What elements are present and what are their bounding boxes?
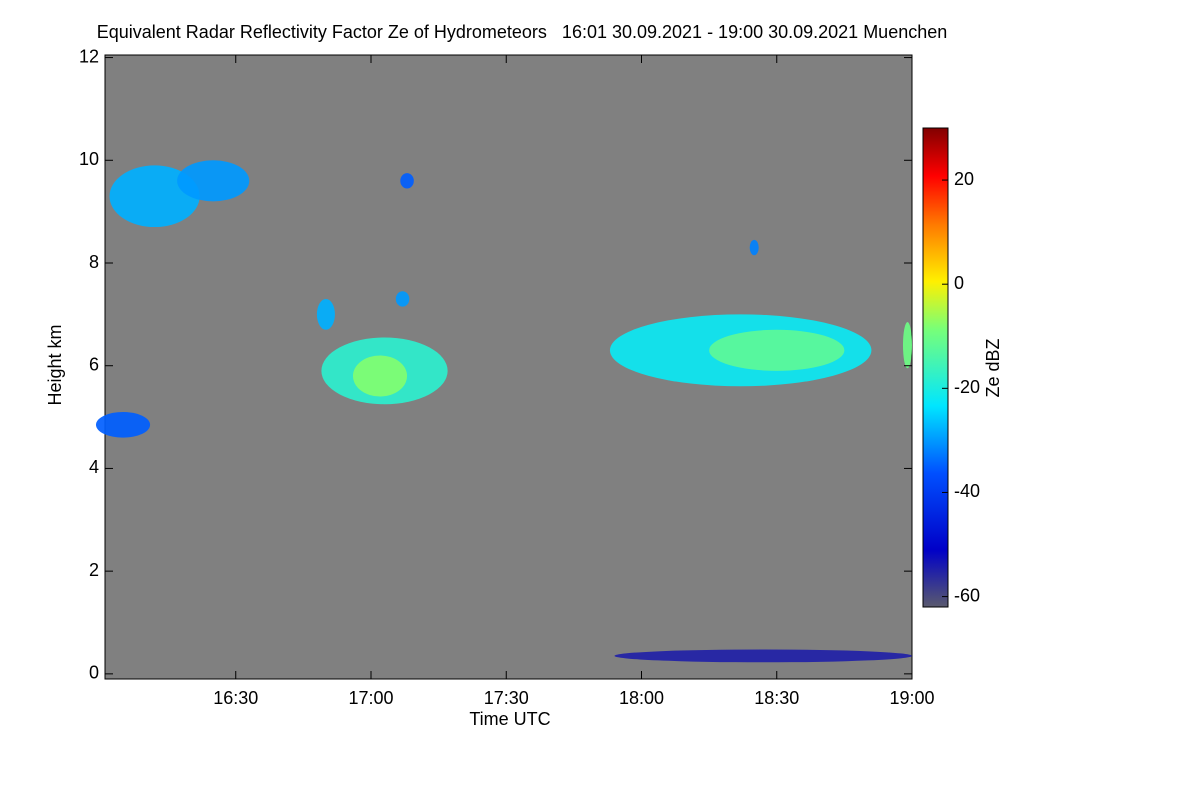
colorbar-tick-label: -20	[954, 377, 980, 397]
y-axis-label: Height km	[45, 324, 65, 405]
y-tick-label: 6	[89, 354, 99, 374]
colorbar-label: Ze dBZ	[983, 338, 1003, 397]
y-tick-label: 2	[89, 560, 99, 580]
echo-cell	[177, 160, 250, 202]
x-axis-label: Time UTC	[469, 709, 550, 729]
chart-title: Equivalent Radar Reflectivity Factor Ze …	[97, 22, 948, 42]
x-tick-label: 19:00	[889, 688, 934, 708]
colorbar-tick-label: -40	[954, 481, 980, 501]
echo-cell	[614, 649, 912, 663]
y-tick-label: 8	[89, 252, 99, 272]
colorbar-tick-label: -60	[954, 585, 980, 605]
echo-cell	[95, 411, 151, 438]
x-tick-label: 17:00	[348, 688, 393, 708]
echo-cell	[395, 291, 410, 307]
echo-cell	[109, 165, 200, 228]
y-tick-label: 4	[89, 457, 99, 477]
echo-cell	[749, 239, 759, 256]
x-tick-label: 18:00	[619, 688, 664, 708]
y-tick-label: 12	[79, 46, 99, 66]
colorbar-tick-label: 0	[954, 273, 964, 293]
echo-cell	[352, 355, 408, 397]
x-tick-label: 18:30	[754, 688, 799, 708]
colorbar	[922, 127, 949, 608]
echo-cell	[709, 329, 845, 371]
y-tick-label: 0	[89, 663, 99, 683]
x-tick-label: 17:30	[484, 688, 529, 708]
echo-cell	[400, 173, 414, 189]
colorbar-tick-label: 20	[954, 169, 974, 189]
y-tick-label: 10	[79, 149, 99, 169]
x-tick-label: 16:30	[213, 688, 258, 708]
echo-cell	[316, 298, 335, 330]
echo-cell	[902, 322, 913, 369]
